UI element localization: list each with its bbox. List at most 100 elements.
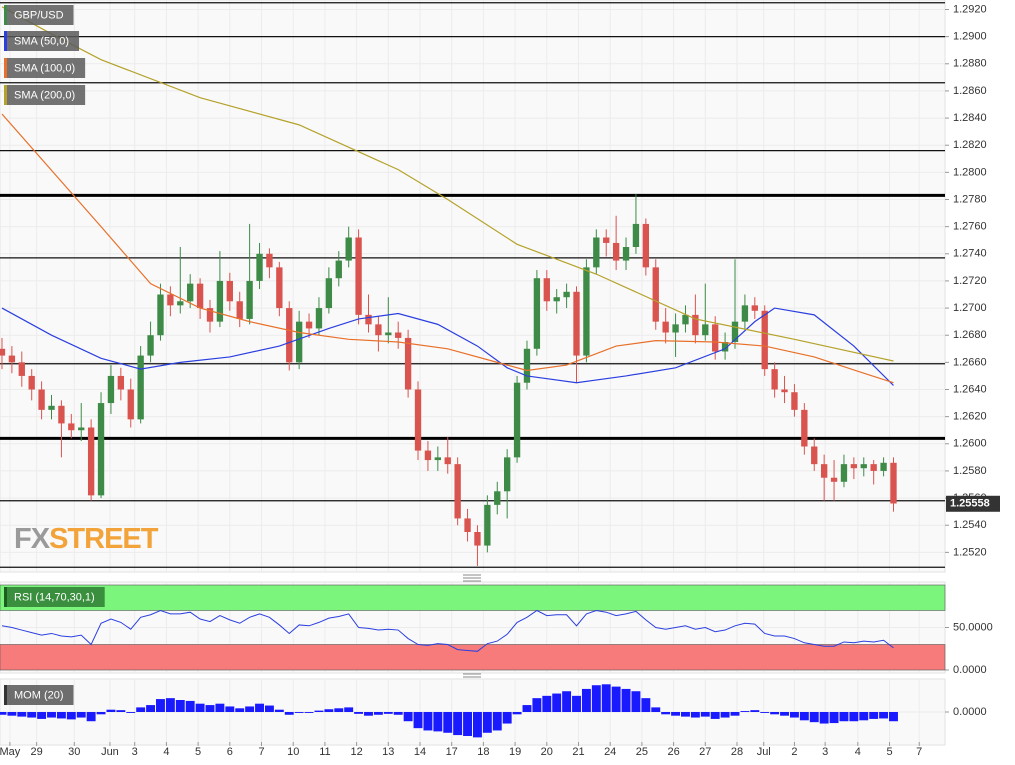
candle-body: [840, 464, 848, 482]
y-tick-label: 50.0000: [953, 621, 993, 633]
y-tick-label: 1.2900: [953, 31, 987, 43]
candle-body: [543, 278, 550, 302]
candle-body: [266, 253, 273, 268]
y-tick-label: 0.0000: [953, 664, 987, 676]
y-tick-label: 1.2620: [953, 411, 987, 423]
candle-body: [880, 462, 887, 471]
legend-box: [4, 85, 86, 105]
candle-body: [652, 267, 659, 322]
y-tick-label: 1.2800: [953, 166, 987, 178]
candle-body: [781, 389, 788, 393]
mom-bar: [344, 707, 354, 712]
candle-body: [187, 283, 194, 302]
mom-bar: [185, 700, 195, 712]
rsi-line: [1, 609, 894, 652]
x-tick-label: 7: [916, 746, 922, 758]
mom-bar: [314, 710, 324, 712]
mom-bar: [205, 705, 215, 712]
mom-bar: [7, 712, 17, 716]
mom-bar: [66, 712, 76, 720]
legend-label: RSI (14,70,30,1): [14, 591, 95, 603]
logo-part: STREET: [49, 523, 159, 555]
candle-body: [276, 267, 283, 309]
candle-body: [890, 462, 897, 504]
legend-stripe: [4, 685, 7, 705]
candle-body: [464, 518, 471, 532]
mom-bar: [631, 691, 641, 712]
mom-bar: [671, 712, 681, 716]
mom-bar: [661, 712, 671, 715]
last-price-tag: [946, 495, 1000, 512]
candle-body: [87, 427, 95, 496]
candle-body: [603, 237, 610, 243]
x-tick-label: 2: [791, 746, 797, 758]
mom-bar: [136, 707, 146, 712]
sma-line: [1, 113, 894, 384]
candle-body: [751, 305, 758, 311]
mom-bar: [681, 712, 690, 717]
candle-body: [385, 332, 392, 336]
candle-body: [58, 405, 65, 424]
y-tick-label: 1.2840: [953, 112, 987, 124]
candle-body: [820, 464, 828, 478]
x-tick-label: 3: [132, 746, 138, 758]
x-tick-label: 12: [350, 746, 362, 758]
x-tick-label: 3: [822, 746, 828, 758]
x-tick-label: 4: [855, 746, 861, 758]
candle-body: [771, 369, 778, 390]
mom-bar: [56, 712, 66, 719]
mom-bar: [86, 712, 96, 722]
mom-bar: [879, 712, 889, 719]
y-tick-label: 1.2680: [953, 329, 987, 341]
candle-body: [622, 247, 630, 261]
candle-body: [444, 457, 451, 465]
mom-bar: [47, 712, 56, 718]
candle-body: [216, 280, 224, 322]
mom-bar: [799, 712, 809, 721]
candle-body: [672, 324, 679, 333]
mom-bar: [96, 712, 106, 715]
mom-bar: [760, 712, 770, 713]
mom-bar: [116, 710, 126, 712]
mom-bar: [829, 712, 839, 724]
candle-body: [801, 409, 808, 447]
mom-bar: [889, 712, 898, 722]
mom-bar: [245, 706, 255, 712]
mom-bar: [572, 695, 581, 712]
mom-bar: [255, 703, 264, 712]
candle-body: [533, 278, 541, 349]
candle-body: [583, 267, 590, 356]
mom-bar: [591, 685, 601, 712]
mom-bar: [215, 703, 225, 712]
x-tick-label: 14: [414, 746, 426, 758]
legend-label: SMA (100,0): [14, 62, 75, 74]
mom-bar: [27, 712, 37, 718]
mom-bar: [354, 712, 364, 714]
candle-body: [692, 314, 699, 336]
x-tick-label: 28: [731, 746, 743, 758]
candle-body: [315, 308, 323, 329]
mom-bar: [482, 712, 492, 733]
mom-bar: [324, 709, 334, 712]
candle-body: [345, 237, 352, 261]
candle-body: [355, 237, 362, 315]
mom-bar: [690, 712, 700, 718]
candle-body: [494, 491, 501, 505]
candle-body: [18, 362, 25, 376]
mom-bar: [730, 712, 740, 716]
candle-body: [612, 242, 620, 261]
candle-body: [167, 294, 174, 306]
mom-bar: [522, 705, 532, 712]
pane-background: [0, 0, 946, 573]
mom-bar: [740, 711, 750, 712]
mom-bar: [146, 705, 156, 712]
mom-bar: [552, 693, 562, 712]
candle-body: [404, 337, 412, 390]
x-tick-label: 17: [446, 746, 458, 758]
mom-bar: [770, 712, 780, 715]
mom-bar: [621, 688, 631, 712]
mom-bar: [423, 712, 433, 731]
y-tick-label: 1.2920: [953, 3, 987, 15]
mom-bar: [750, 710, 760, 712]
